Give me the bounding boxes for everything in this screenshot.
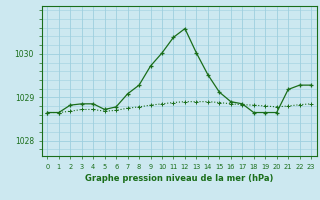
X-axis label: Graphe pression niveau de la mer (hPa): Graphe pression niveau de la mer (hPa): [85, 174, 273, 183]
